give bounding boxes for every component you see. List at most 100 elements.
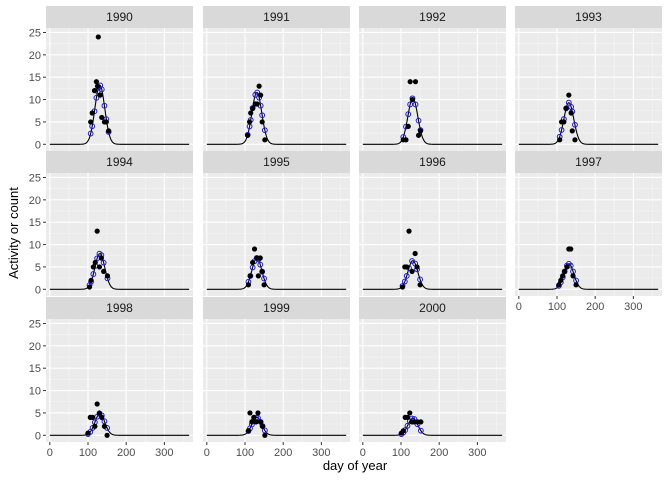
data-point <box>404 264 410 270</box>
x-tick-label: 100 <box>236 447 254 459</box>
facet-2000: 2000 0 100 200 300 <box>359 297 506 459</box>
data-point <box>245 428 252 434</box>
fitted-point <box>401 278 408 285</box>
data-point <box>97 92 103 98</box>
data-point <box>558 277 564 283</box>
y-tick-label: 20 <box>29 341 41 353</box>
data-point <box>104 432 110 438</box>
y-tick-label: 5 <box>35 408 41 420</box>
panel-background <box>46 173 193 296</box>
data-point <box>94 83 101 89</box>
data-point <box>256 83 262 89</box>
data-point <box>566 92 572 98</box>
y-tick-label: 20 <box>29 195 41 207</box>
data-point <box>560 273 566 279</box>
data-point <box>106 128 112 134</box>
data-point <box>254 101 260 107</box>
data-point <box>262 432 268 438</box>
data-point <box>556 282 562 288</box>
data-point <box>85 430 91 436</box>
panel-background <box>46 319 193 442</box>
x-tick-label: 0 <box>360 447 366 459</box>
panel-background <box>515 28 662 151</box>
panel-background <box>515 173 662 296</box>
data-point <box>253 419 259 425</box>
fitted-curve <box>49 84 190 145</box>
data-point <box>96 264 103 270</box>
facet-strip-label: 1990 <box>106 10 133 24</box>
data-point <box>403 137 409 143</box>
panel-background <box>203 319 350 442</box>
data-point <box>572 137 578 143</box>
data-point <box>570 273 576 279</box>
facet-strip <box>203 6 350 28</box>
data-point <box>247 410 253 416</box>
data-point <box>98 255 104 261</box>
facet-strip <box>515 151 662 173</box>
x-tick-label: 100 <box>392 447 410 459</box>
data-point <box>568 110 574 116</box>
data-point <box>93 79 99 85</box>
x-tick-label: 200 <box>430 447 448 459</box>
data-point <box>407 410 413 416</box>
fitted-point <box>565 99 572 106</box>
fitted-point <box>101 102 108 109</box>
y-tick-label: 25 <box>29 318 41 330</box>
data-point <box>245 132 251 138</box>
fitted-curve <box>518 263 659 290</box>
fitted-point <box>403 272 410 279</box>
fitted-point <box>257 261 264 268</box>
data-point <box>255 410 261 416</box>
facet-1996: 1996 <box>359 151 506 296</box>
data-point <box>86 284 93 290</box>
panel-background <box>46 28 193 151</box>
fitted-curve <box>49 413 190 436</box>
y-axis-title: Activity or count <box>6 187 21 279</box>
x-tick-label: 300 <box>312 447 330 459</box>
fitted-point <box>412 101 419 108</box>
facet-strip-label: 1996 <box>419 155 446 169</box>
data-point <box>417 282 423 288</box>
y-tick-label: 20 <box>29 50 41 62</box>
y-tick-label: 15 <box>29 72 41 84</box>
facet-strip-label: 1993 <box>575 10 602 24</box>
panel-background <box>203 28 350 151</box>
panel-background <box>203 173 350 296</box>
fitted-point <box>100 259 107 266</box>
fitted-curve <box>362 97 503 145</box>
data-point <box>246 119 253 125</box>
data-point <box>88 119 94 125</box>
x-tick-label: 100 <box>79 447 97 459</box>
facet-strip-label: 2000 <box>419 301 446 315</box>
data-point <box>409 268 415 274</box>
fitted-point <box>572 121 578 128</box>
facet-1999: 1999 0 100 200 300 <box>203 297 350 459</box>
facet-strip-label: 1998 <box>106 301 133 315</box>
data-point <box>406 228 412 234</box>
panel-background <box>359 28 506 151</box>
fitted-point <box>90 271 97 277</box>
facet-strip <box>359 6 506 28</box>
facet-strip <box>515 6 662 28</box>
data-point <box>399 284 406 290</box>
data-point <box>418 419 424 425</box>
facet-strip <box>203 297 350 319</box>
facet-1998: 1998 0 5 10 15 20 25 0 100 200 300 <box>29 297 193 459</box>
data-point <box>407 79 413 85</box>
facet-strip <box>46 151 193 173</box>
facet-1995: 1995 <box>203 151 350 296</box>
data-point <box>259 268 265 274</box>
facet-panels: 1990 0 5 10 15 20 25 1991 1992 1993 1994 0 5 10 15 20 25… <box>29 6 662 459</box>
data-point <box>99 114 105 121</box>
y-tick-label: 0 <box>35 139 41 151</box>
data-point <box>257 255 263 261</box>
facet-1992: 1992 <box>359 6 506 151</box>
fitted-curve <box>206 91 347 145</box>
fitted-point <box>254 89 261 96</box>
fitted-point <box>558 127 565 133</box>
x-tick-label: 200 <box>117 447 135 459</box>
y-tick-label: 0 <box>35 430 41 442</box>
data-point <box>258 419 264 425</box>
data-point <box>563 105 569 112</box>
data-point <box>249 419 255 425</box>
